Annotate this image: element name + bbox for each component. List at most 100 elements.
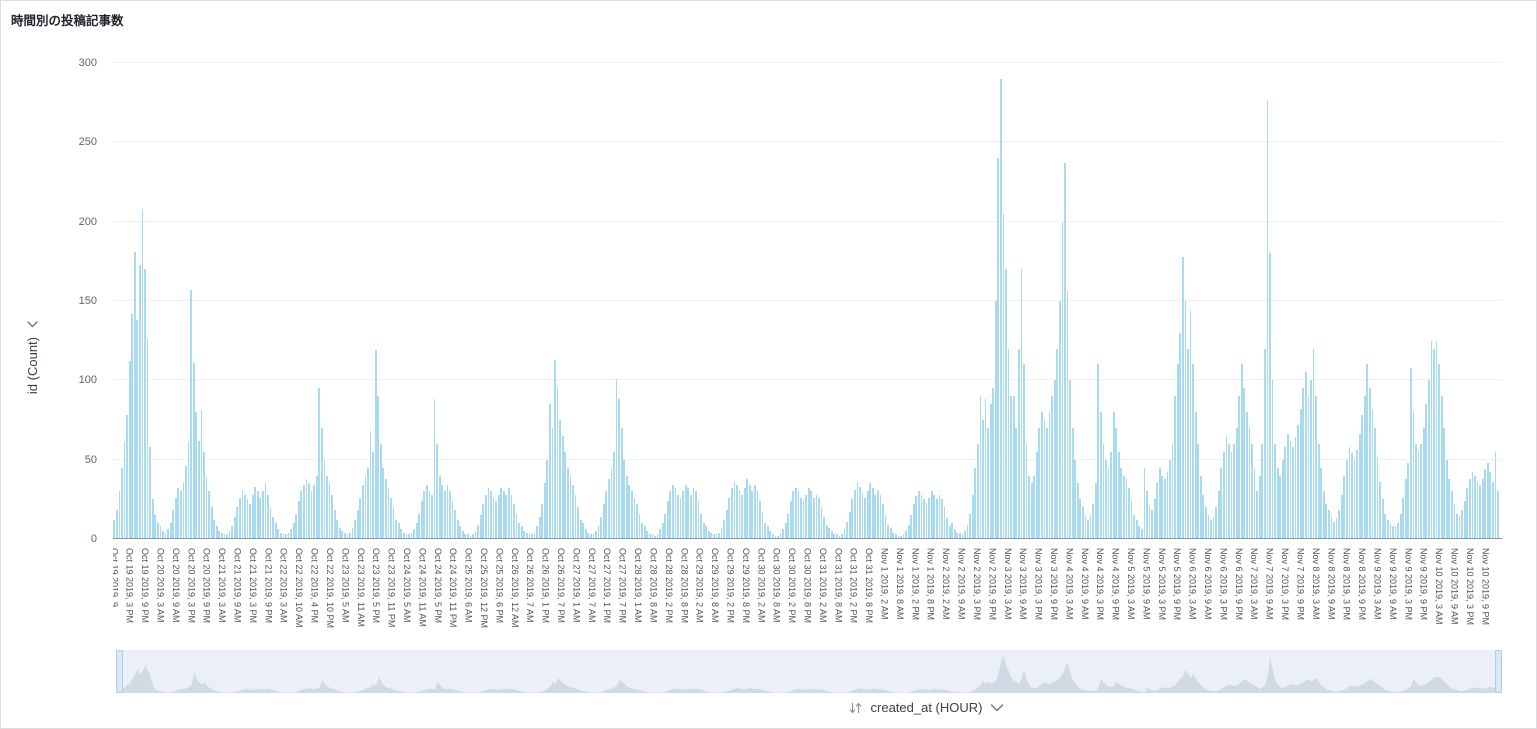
bar [1087,519,1089,539]
bar [1220,467,1223,539]
bar [264,483,267,539]
bar [1461,510,1464,539]
x-tick-label: Nov 5 2019, 3 AM [1126,548,1136,620]
x-tick-label: Oct 31 2019, 8 PM [864,548,875,624]
x-tick-label: Nov 7 2019, 9 PM [1295,548,1306,621]
bar [1076,483,1079,539]
bar [449,491,451,539]
bar [200,410,203,539]
y-axis-tick-labels: 0 50 100 150 200 250 300 [1,57,105,545]
bar [323,459,326,539]
bar [469,535,472,539]
bar [467,534,469,539]
bar [251,494,254,539]
bar [361,485,364,539]
bar [1479,485,1481,539]
bar [1051,396,1054,539]
bar [1148,507,1151,539]
x-tick-label: Nov 4 2019, 3 AM [1064,548,1075,620]
x-tick-label: Oct 31 2019, 8 AM [833,548,844,623]
bar [285,534,287,539]
bar [777,535,779,539]
bar [1238,396,1241,539]
range-brush[interactable] [116,650,1502,693]
bar [600,516,603,539]
bar [1430,340,1433,539]
bar [1189,310,1192,539]
x-tick-label: Oct 29 2019, 8 AM [710,548,721,623]
bar [736,485,738,539]
bar [197,440,200,539]
bar [518,523,521,539]
bar [1261,443,1264,539]
bar [984,399,987,539]
bar [1161,475,1164,539]
bar [661,523,664,539]
bar [315,475,318,539]
bar [812,497,815,539]
bar [1043,420,1046,539]
bar [1294,437,1297,539]
bar [495,500,497,539]
bar [623,459,626,539]
x-tick-label: Oct 28 2019, 8 PM [679,548,690,624]
bar [364,475,367,539]
x-axis-field[interactable]: created_at (HOUR) [849,700,1004,715]
x-tick-label: Oct 29 2019, 2 AM [694,548,705,623]
bar [759,500,761,539]
bar [912,504,915,539]
x-tick-label: Nov 6 2019, 3 PM [1218,548,1229,621]
gridline [113,220,1502,222]
brush-handle-left[interactable] [116,650,123,693]
bar [582,523,585,539]
bar [1058,301,1061,539]
bar [569,475,572,539]
bar [1302,388,1305,539]
gridline [113,300,1502,301]
bar [208,491,210,539]
bar [710,532,713,539]
bar [674,488,677,539]
bar [771,534,774,539]
bar [377,396,380,539]
bar [1356,450,1358,539]
bar [190,289,193,539]
bar [1420,443,1423,539]
bar [121,467,123,539]
bar [1079,499,1082,539]
bar [1263,348,1266,539]
bar [205,475,208,539]
bar [500,488,503,539]
x-tick-label: Oct 26 2019, 7 PM [556,548,567,624]
bar [859,486,861,539]
bar [871,488,874,539]
bar [897,535,900,539]
bar [841,534,843,539]
x-tick-label: Oct 22 2019, 10 PM [324,548,335,629]
y-tick-label: 100 [78,374,97,387]
bar [1187,348,1189,539]
bar [490,491,492,539]
bar [195,412,198,539]
bar [1402,497,1405,539]
bar [1312,348,1315,539]
bar [1463,500,1466,539]
bar [892,532,895,539]
bar [1366,364,1369,539]
bar [638,513,641,539]
bar [1361,415,1364,539]
bar [887,524,890,539]
bar [1381,499,1384,539]
brush-handle-right[interactable] [1495,650,1502,693]
bar [636,504,638,539]
bar [438,475,441,539]
bar [546,459,549,539]
bar [846,521,849,539]
x-tick-label: Nov 2 2019, 2 AM [941,548,952,620]
bar [259,497,262,539]
x-tick-label: Nov 2 2019, 9 PM [987,548,998,621]
y-axis-field[interactable]: id (Count) [25,321,40,394]
plot-area [113,62,1502,539]
bar [787,513,790,539]
